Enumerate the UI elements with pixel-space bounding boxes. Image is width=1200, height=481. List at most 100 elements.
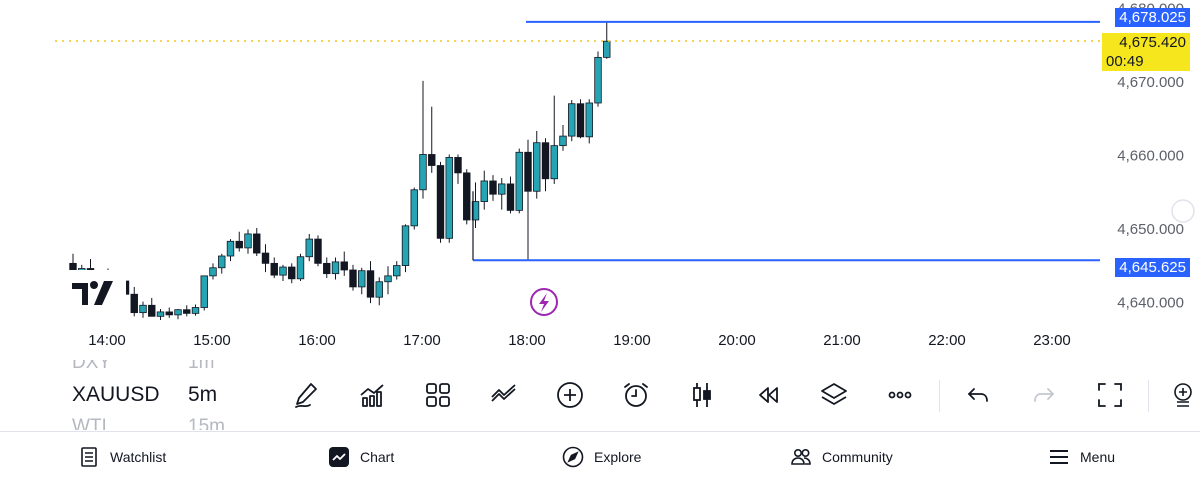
add-icon[interactable] bbox=[552, 377, 588, 413]
community-icon bbox=[791, 448, 811, 465]
candle bbox=[349, 264, 357, 291]
candle bbox=[533, 130, 541, 199]
candle bbox=[270, 257, 278, 279]
alert-icon[interactable] bbox=[618, 377, 654, 413]
lower-line-price-tag: 4,645.625 bbox=[1115, 258, 1190, 277]
candle bbox=[331, 257, 340, 280]
nav-community-label: Community bbox=[822, 448, 893, 465]
candle bbox=[498, 178, 506, 210]
nav-chart[interactable]: Chart bbox=[328, 432, 394, 481]
candle bbox=[559, 125, 567, 151]
nav-explore-label: Explore bbox=[594, 448, 642, 465]
time-tick-label: 15:00 bbox=[193, 332, 231, 349]
compare-icon[interactable] bbox=[486, 377, 522, 413]
candle bbox=[148, 297, 156, 317]
price-tick-label: 4,650.000 bbox=[1117, 221, 1184, 238]
price-tick-label: 4,660.000 bbox=[1117, 147, 1184, 164]
layouts-icon[interactable] bbox=[420, 377, 456, 413]
candle bbox=[226, 239, 235, 262]
time-tick-label: 21:00 bbox=[823, 332, 861, 349]
layers-icon[interactable] bbox=[816, 377, 852, 413]
toolbar-separator bbox=[939, 380, 940, 412]
replay-icon[interactable] bbox=[750, 377, 786, 413]
candle bbox=[471, 182, 480, 229]
chart-icon bbox=[329, 446, 349, 467]
symbol-selected[interactable]: XAUUSD bbox=[72, 383, 160, 406]
candle bbox=[393, 261, 401, 280]
candle bbox=[585, 99, 593, 144]
more-icon[interactable] bbox=[882, 377, 918, 413]
candle bbox=[576, 99, 585, 139]
candle bbox=[235, 231, 243, 252]
candlestick-chart[interactable]: 4,640.0004,650.0004,660.0004,670.0004,68… bbox=[0, 0, 1200, 360]
interval-option[interactable]: 1m bbox=[188, 360, 215, 373]
time-tick-label: 16:00 bbox=[298, 332, 336, 349]
candle bbox=[209, 263, 217, 280]
time-tick-label: 23:00 bbox=[1033, 332, 1071, 349]
candle bbox=[183, 305, 191, 317]
candle bbox=[445, 154, 453, 243]
redo-icon[interactable] bbox=[1026, 377, 1062, 413]
candle bbox=[218, 253, 226, 274]
time-tick-label: 14:00 bbox=[88, 332, 126, 349]
chart-area[interactable]: 4,640.0004,650.0004,660.0004,670.0004,68… bbox=[0, 0, 1200, 360]
fullscreen-icon[interactable] bbox=[1092, 377, 1128, 413]
time-tick-label: 20:00 bbox=[718, 332, 756, 349]
nav-watchlist-label: Watchlist bbox=[110, 448, 167, 465]
candle bbox=[489, 175, 497, 201]
time-tick-label: 22:00 bbox=[928, 332, 966, 349]
candle bbox=[261, 244, 270, 273]
lightning-icon bbox=[530, 288, 558, 316]
chart-logo-icon bbox=[68, 270, 126, 320]
pen-icon[interactable] bbox=[288, 377, 324, 413]
interval-option[interactable]: 15m bbox=[188, 416, 225, 430]
toolbar-separator bbox=[1148, 380, 1149, 412]
candle bbox=[384, 266, 392, 295]
interval-selected[interactable]: 5m bbox=[188, 383, 218, 406]
symbol-interval-picker[interactable]: DXY 1m XAUUSD 5m WTI 15m bbox=[72, 360, 252, 430]
nav-menu[interactable]: Menu bbox=[1048, 432, 1115, 481]
time-tick-label: 18:00 bbox=[508, 332, 546, 349]
candle bbox=[594, 51, 602, 107]
candle bbox=[463, 169, 471, 225]
candle bbox=[401, 224, 410, 273]
candle bbox=[279, 264, 287, 282]
candle bbox=[419, 80, 427, 199]
nav-explore[interactable]: Explore bbox=[562, 432, 641, 481]
candle bbox=[480, 170, 488, 210]
nav-chart-label: Chart bbox=[360, 448, 395, 465]
candle bbox=[200, 275, 208, 311]
bottom-navigation: Watchlist Chart Explore Community Menu bbox=[0, 431, 1200, 481]
candles-icon[interactable] bbox=[684, 377, 720, 413]
candle bbox=[340, 251, 348, 276]
candle bbox=[253, 228, 261, 256]
candle bbox=[174, 308, 182, 320]
candle bbox=[130, 286, 138, 317]
candle bbox=[296, 253, 305, 282]
current-price-tag: 4,675.420 bbox=[1102, 33, 1190, 52]
candle bbox=[515, 148, 523, 214]
candle bbox=[139, 301, 147, 318]
candle bbox=[603, 22, 611, 59]
axis-handle-icon bbox=[1171, 199, 1195, 223]
undo-icon[interactable] bbox=[960, 377, 996, 413]
candle bbox=[436, 161, 445, 243]
candle bbox=[165, 307, 173, 318]
candle bbox=[244, 229, 252, 254]
hamburger-menu-icon bbox=[1050, 449, 1068, 464]
candle bbox=[524, 139, 532, 261]
compass-icon bbox=[562, 446, 584, 467]
candle bbox=[375, 277, 383, 306]
bar-countdown: 00:49 bbox=[1102, 52, 1190, 71]
symbol-option[interactable]: DXY bbox=[72, 360, 112, 373]
candle bbox=[506, 176, 515, 214]
time-tick-label: 19:00 bbox=[613, 332, 651, 349]
time-tick-label: 17:00 bbox=[403, 332, 441, 349]
symbol-option[interactable]: WTI bbox=[72, 416, 107, 430]
object-tree-icon[interactable] bbox=[1168, 377, 1200, 413]
candle bbox=[428, 106, 436, 173]
indicators-icon[interactable] bbox=[354, 377, 390, 413]
nav-community[interactable]: Community bbox=[790, 432, 893, 481]
candle bbox=[323, 257, 331, 279]
nav-watchlist[interactable]: Watchlist bbox=[78, 432, 166, 481]
